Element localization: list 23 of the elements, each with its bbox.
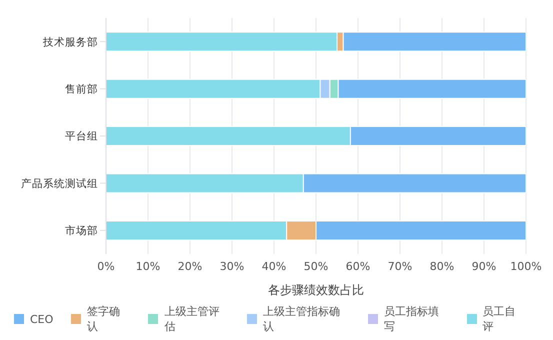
y-tick-label: 技术服务部 [42,35,98,48]
x-tick-label: 80% [430,260,454,273]
y-tick-label: 售前部 [65,82,98,96]
x-tick-label: 70% [388,260,412,273]
x-axis-title: 各步骤绩效数占比 [268,283,364,297]
x-tick-label: 10% [136,260,160,273]
legend-label: 员工自评 [482,304,517,334]
x-tick-label: 60% [346,260,370,273]
legend-label: CEO [30,312,54,326]
legend-label: 员工指标填写 [384,304,440,334]
legend-label: 上级主管指标确认 [263,304,342,334]
y-tick-label: 平台组 [65,130,98,143]
x-tick-label: 50% [304,260,328,273]
x-tick-label: 100% [510,260,542,273]
legend-label: 签字确认 [87,304,122,334]
y-tick-label: 产品系统测试组 [21,176,98,190]
x-tick-label: 40% [262,260,286,273]
x-tick-label: 90% [472,260,496,273]
legend-label: 上级主管评估 [164,304,220,334]
x-tick-label: 30% [220,260,244,273]
x-tick-label: 20% [178,260,202,273]
x-tick-label: 0% [97,260,115,273]
y-tick-label: 市场部 [65,224,98,238]
